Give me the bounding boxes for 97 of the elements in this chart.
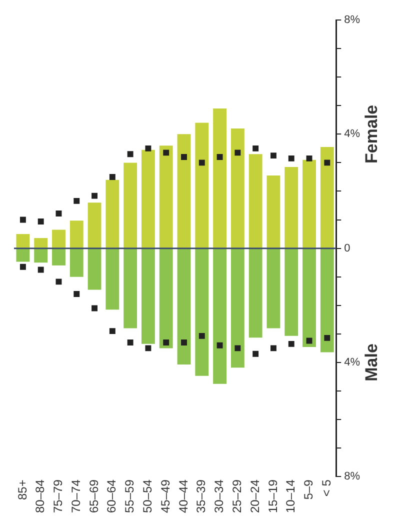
bar [302, 248, 316, 348]
point [216, 154, 223, 160]
bar [320, 248, 334, 352]
bar [52, 248, 66, 266]
point [198, 332, 205, 339]
bar [70, 248, 84, 277]
bar [142, 248, 155, 344]
point [56, 210, 62, 216]
bar [124, 248, 138, 328]
bar [320, 147, 334, 248]
bar [177, 248, 191, 364]
point [288, 155, 294, 162]
bar [142, 150, 155, 248]
point [74, 198, 80, 204]
x-tick-label: 45–49 [158, 479, 172, 514]
y-tick-label: 8% [344, 470, 360, 483]
point [306, 155, 312, 162]
point [198, 160, 205, 166]
bar [159, 248, 173, 348]
point [234, 150, 241, 156]
x-tick-label: 80–84 [33, 479, 48, 514]
x-tick-label: 35–39 [194, 479, 208, 514]
point [163, 340, 170, 346]
bar [159, 146, 173, 248]
bar [195, 122, 209, 248]
bar [230, 128, 244, 248]
bar [177, 134, 191, 248]
bar [106, 248, 120, 310]
x-tick-label: 55–59 [122, 479, 137, 514]
point [56, 278, 62, 285]
point [38, 266, 44, 273]
point [181, 154, 187, 160]
bar [284, 166, 298, 248]
point [127, 340, 134, 346]
x-tick-label: 40–44 [176, 479, 190, 514]
point [252, 145, 259, 152]
y-tick-label: 8% [344, 14, 360, 26]
point [270, 345, 276, 352]
point [20, 216, 26, 223]
x-tick-label: 50–54 [140, 479, 155, 514]
point [74, 291, 80, 297]
point [288, 340, 294, 347]
x-tick-label: 15–19 [266, 479, 280, 514]
point [234, 345, 241, 352]
x-tick-label: 75–79 [51, 479, 66, 514]
point [38, 218, 44, 224]
point [109, 174, 116, 180]
point [92, 305, 98, 312]
bar [88, 202, 102, 248]
text: Male [362, 344, 381, 382]
bar [106, 180, 120, 248]
bar [266, 176, 280, 248]
y-tick-label: 0 [344, 242, 350, 254]
y-tick-label: 4% [344, 356, 360, 369]
point [252, 350, 259, 357]
point [306, 338, 312, 344]
x-tick-label: 65–69 [86, 479, 101, 514]
point [216, 342, 223, 348]
point [324, 160, 330, 166]
point [181, 340, 187, 346]
point [20, 264, 26, 270]
bar [70, 220, 84, 248]
bar [213, 248, 226, 384]
bar [248, 248, 262, 338]
bar [124, 162, 138, 248]
point [145, 145, 152, 152]
text: Female [362, 104, 381, 164]
point [109, 328, 116, 334]
x-tick-label: 5–9 [302, 479, 316, 500]
point [163, 150, 170, 156]
point [92, 192, 98, 199]
bar [34, 238, 48, 248]
bar [248, 154, 262, 248]
bar [52, 230, 66, 248]
bar [230, 248, 244, 368]
point [127, 151, 134, 158]
bar [16, 234, 30, 248]
x-tick-label: 30–34 [212, 479, 226, 514]
point [270, 152, 276, 159]
x-tick-label: 10–14 [284, 479, 298, 514]
bar [302, 160, 316, 248]
point [324, 334, 330, 341]
bar [34, 248, 48, 263]
bar [88, 248, 102, 290]
x-tick-label: 25–29 [230, 479, 244, 514]
bar [195, 248, 209, 376]
x-tick-label: 85+ [15, 480, 30, 500]
bar [266, 248, 280, 328]
bar [16, 248, 30, 262]
bar [213, 108, 226, 248]
y-tick-label: 4% [344, 128, 360, 140]
bar [284, 248, 298, 336]
x-tick-label: 20–24 [248, 479, 262, 514]
x-tick-label: < 5 [319, 479, 334, 497]
x-tick-label: 70–74 [68, 479, 83, 514]
x-tick-label: 60–64 [104, 479, 119, 514]
point [145, 345, 152, 352]
